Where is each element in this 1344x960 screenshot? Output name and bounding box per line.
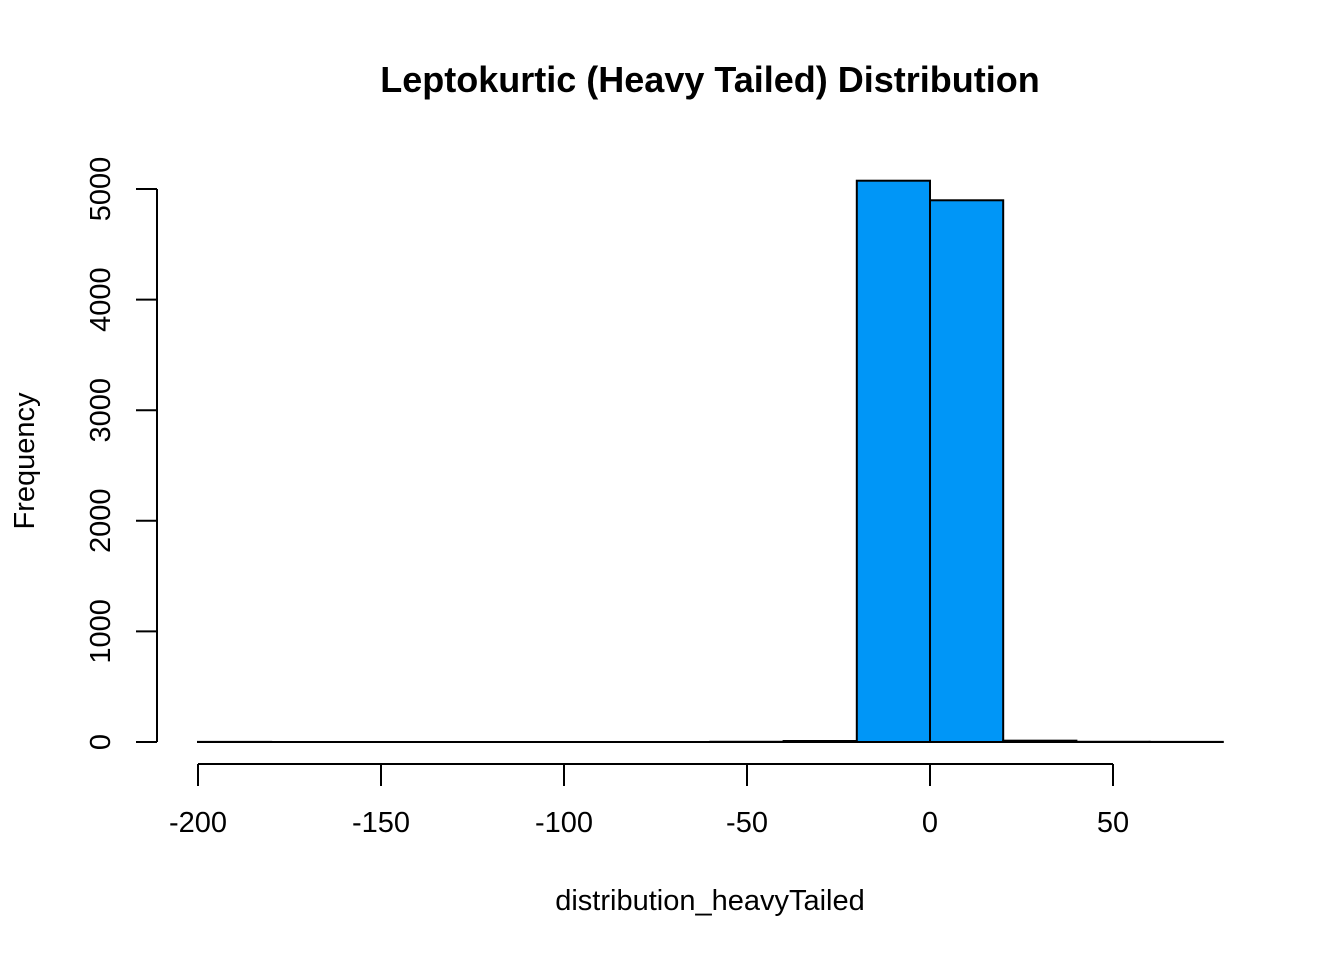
x-tick-label: 50 <box>1097 807 1129 839</box>
y-tick-label: 3000 <box>85 378 117 443</box>
histogram-bar-8 <box>782 740 858 743</box>
y-axis: 0 1000 2000 3000 4000 5000 <box>85 157 158 750</box>
chart-title: Leptokurtic (Heavy Tailed) Distribution <box>380 59 1039 100</box>
x-tick-label: -200 <box>169 807 227 839</box>
y-tick-label: 1000 <box>85 599 117 664</box>
x-tick-label: -150 <box>352 807 410 839</box>
x-tick-label: -50 <box>726 807 768 839</box>
x-axis: -200 -150 -100 -50 0 50 <box>169 763 1129 839</box>
histogram-bar-11 <box>1002 739 1078 743</box>
y-tick-label: 5000 <box>85 157 117 222</box>
histogram-bars <box>197 179 1224 744</box>
y-axis-label: Frequency <box>9 392 41 530</box>
x-tick-label: 0 <box>922 807 938 839</box>
y-tick-label: 4000 <box>85 267 117 332</box>
histogram-bar-9 <box>855 179 931 743</box>
y-tick-label: 2000 <box>85 489 117 554</box>
x-axis-label: distribution_heavyTailed <box>555 885 865 917</box>
y-tick-label: 0 <box>85 734 117 750</box>
histogram-bar-10 <box>929 199 1005 744</box>
x-tick-label: -100 <box>535 807 593 839</box>
